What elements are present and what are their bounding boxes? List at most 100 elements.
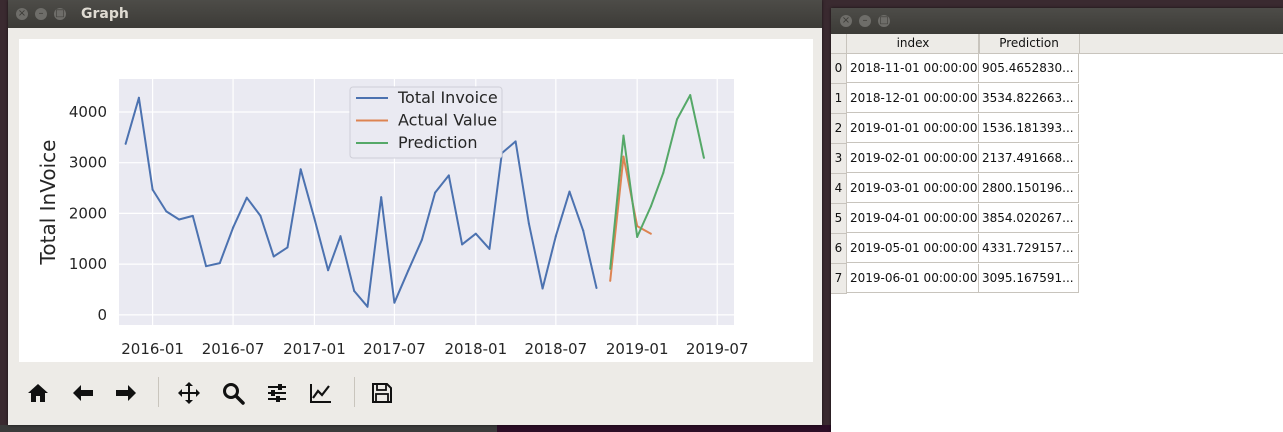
- toolbar-separator: [158, 377, 159, 407]
- data-point: [232, 226, 235, 229]
- data-point: [165, 210, 168, 213]
- table-cell-prediction[interactable]: 905.4652830...: [979, 54, 1079, 83]
- table-window: × – □ index Prediction 0 2018-11-01 00:00…: [831, 8, 1283, 432]
- maximize-icon[interactable]: □: [878, 15, 890, 27]
- data-table[interactable]: index Prediction 0 2018-11-01 00:00:00 905…: [831, 34, 1283, 432]
- table-cell-index[interactable]: 2018-12-01 00:00:00: [847, 84, 979, 113]
- y-tick-label: 1000: [69, 255, 107, 273]
- table-cell-prediction[interactable]: 1536.181393...: [979, 114, 1079, 143]
- table-header: [831, 34, 1283, 54]
- data-point: [259, 214, 262, 217]
- maximize-icon[interactable]: □: [54, 8, 66, 20]
- table-cell-index[interactable]: 2019-05-01 00:00:00: [847, 234, 979, 263]
- desktop-strip: [0, 425, 497, 432]
- row-header[interactable]: 3: [831, 144, 847, 174]
- table-cell-prediction[interactable]: 4331.729157...: [979, 234, 1079, 263]
- data-point: [527, 222, 530, 225]
- graph-window: × – □ Graph 0 1000 2000 3000 4000 2016-01 2016…: [8, 0, 822, 425]
- table-cell-index[interactable]: 2019-06-01 00:00:00: [847, 264, 979, 293]
- minimize-icon[interactable]: –: [859, 15, 871, 27]
- close-icon[interactable]: ×: [16, 8, 28, 20]
- row-header[interactable]: 7: [831, 264, 847, 294]
- row-header[interactable]: 6: [831, 234, 847, 264]
- close-icon[interactable]: ×: [840, 15, 852, 27]
- edit-axes-icon[interactable]: [306, 378, 336, 408]
- data-point: [675, 118, 678, 121]
- x-tick-label: 2018-01: [444, 340, 507, 358]
- home-icon[interactable]: [23, 378, 53, 408]
- data-point: [488, 247, 491, 250]
- graph-titlebar[interactable]: × – □ Graph: [8, 0, 822, 28]
- table-cell-prediction[interactable]: 2137.491668...: [979, 144, 1079, 173]
- data-point: [420, 238, 423, 241]
- data-point: [151, 188, 154, 191]
- legend-box: [349, 86, 503, 159]
- row-header[interactable]: 4: [831, 174, 847, 204]
- data-point: [380, 196, 383, 199]
- data-point: [272, 255, 275, 258]
- plot-canvas[interactable]: 0 1000 2000 3000 4000 2016-01 2016-07 2017-01 20…: [19, 39, 813, 362]
- table-cell-prediction[interactable]: 3534.822663...: [979, 84, 1079, 113]
- data-point: [582, 229, 585, 232]
- data-point: [339, 235, 342, 238]
- x-tick-label: 2019-07: [686, 340, 749, 358]
- data-point: [649, 205, 652, 208]
- x-tick-label: 2017-07: [363, 340, 426, 358]
- navigation-toolbar: [8, 363, 822, 425]
- line-chart: 0 1000 2000 3000 4000 2016-01 2016-07 2017-01 20…: [36, 79, 749, 358]
- minimize-icon[interactable]: –: [35, 8, 47, 20]
- x-tick-label: 2017-01: [283, 340, 346, 358]
- pan-icon[interactable]: [174, 378, 204, 408]
- table-cell-prediction[interactable]: 3854.020267...: [979, 204, 1079, 233]
- row-header[interactable]: 2: [831, 114, 847, 144]
- data-point: [124, 142, 127, 145]
- data-point: [689, 94, 692, 97]
- data-point: [461, 243, 464, 246]
- data-point: [434, 191, 437, 194]
- y-tick-label: 3000: [69, 154, 107, 172]
- save-icon[interactable]: [367, 378, 397, 408]
- subplots-config-icon[interactable]: [262, 378, 292, 408]
- window-title: Graph: [81, 6, 129, 22]
- table-cell-index[interactable]: 2019-02-01 00:00:00: [847, 144, 979, 173]
- column-header-index[interactable]: index: [846, 34, 980, 53]
- row-header[interactable]: 0: [831, 54, 847, 84]
- y-axis-label: Total InVoice: [36, 140, 60, 266]
- x-tick-label: 2016-07: [202, 340, 265, 358]
- zoom-icon[interactable]: [218, 378, 248, 408]
- data-point: [636, 235, 639, 238]
- data-point: [568, 190, 571, 193]
- row-header[interactable]: 5: [831, 204, 847, 234]
- table-corner[interactable]: [831, 34, 847, 53]
- data-point: [366, 305, 369, 308]
- table-cell-index[interactable]: 2018-11-01 00:00:00: [847, 54, 979, 83]
- table-cell-index[interactable]: 2019-01-01 00:00:00: [847, 114, 979, 143]
- data-point: [622, 155, 625, 158]
- data-point: [541, 287, 544, 290]
- data-point: [353, 290, 356, 293]
- data-point: [137, 96, 140, 99]
- data-point: [609, 267, 612, 270]
- table-cell-index[interactable]: 2019-04-01 00:00:00: [847, 204, 979, 233]
- data-point: [191, 214, 194, 217]
- data-point: [662, 171, 665, 174]
- back-arrow-icon[interactable]: [68, 378, 98, 408]
- data-point: [327, 269, 330, 272]
- forward-arrow-icon[interactable]: [111, 378, 141, 408]
- series-line: [124, 96, 598, 308]
- table-cell-prediction[interactable]: 3095.167591...: [979, 264, 1079, 293]
- table-titlebar[interactable]: × – □: [831, 8, 1283, 34]
- data-point: [393, 301, 396, 304]
- data-point: [702, 156, 705, 159]
- table-cell-prediction[interactable]: 2800.150196...: [979, 174, 1079, 203]
- row-header[interactable]: 1: [831, 84, 847, 114]
- x-tick-label: 2018-07: [524, 340, 587, 358]
- table-cell-index[interactable]: 2019-03-01 00:00:00: [847, 174, 979, 203]
- x-tick-label: 2019-01: [606, 340, 669, 358]
- column-header-prediction[interactable]: Prediction: [978, 34, 1080, 53]
- data-point: [595, 286, 598, 289]
- data-point: [286, 246, 289, 249]
- data-point: [474, 232, 477, 235]
- data-point: [205, 265, 208, 268]
- y-tick-label: 4000: [69, 103, 107, 121]
